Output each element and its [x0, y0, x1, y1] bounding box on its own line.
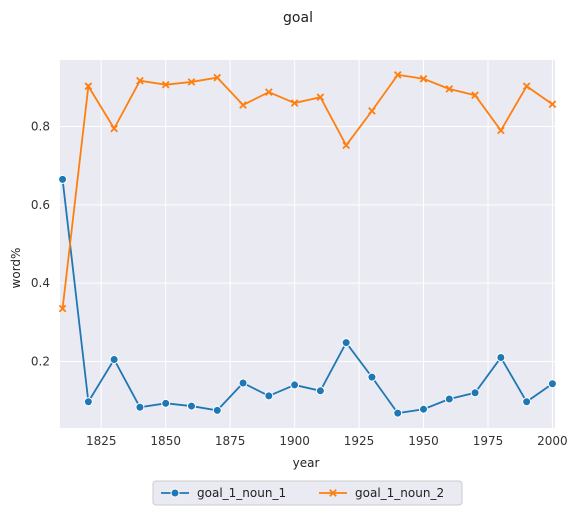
data-point [110, 124, 118, 133]
data-point [136, 76, 144, 85]
data-point [419, 74, 428, 83]
legend-item: goal_1_noun_1 [161, 486, 286, 500]
data-point [368, 107, 376, 115]
data-point [212, 405, 222, 415]
data-point [444, 394, 454, 404]
data-point-stroke [84, 82, 93, 91]
data-point [341, 338, 351, 348]
y-tick-labels: 0.2 0.4 0.6 0.8 [31, 120, 50, 369]
y-tick-label: 0.8 [31, 120, 50, 134]
data-point [522, 397, 532, 407]
data-point [393, 408, 403, 418]
x-tick-label: 2000 [537, 434, 568, 448]
data-point [342, 141, 351, 150]
data-point [316, 93, 325, 102]
data-point-stroke [393, 71, 402, 79]
x-tick-label: 1950 [408, 434, 439, 448]
data-point [83, 397, 93, 407]
y-tick-label: 0.2 [31, 354, 50, 368]
data-point [445, 85, 454, 93]
series-line [61, 73, 553, 309]
x-tick-label: 1825 [86, 434, 117, 448]
y-axis-label: word% [9, 248, 23, 289]
x-tick-label: 1975 [473, 434, 504, 448]
data-point [58, 304, 67, 313]
data-point [109, 354, 119, 364]
x-tick-labels: 1825 1850 1875 1900 1925 1950 1975 2000 [86, 434, 568, 448]
data-point [393, 71, 402, 79]
data-point-stroke [110, 124, 118, 133]
data-point-stroke [471, 91, 479, 100]
data-point [290, 99, 299, 107]
data-point [315, 386, 325, 396]
data-point [186, 401, 196, 411]
data-point [264, 88, 273, 96]
data-point-stroke [497, 126, 505, 135]
data-point [135, 402, 145, 412]
data-point [547, 379, 557, 389]
data-point-stroke [161, 80, 170, 89]
x-tick-label: 1900 [279, 434, 310, 448]
data-point [58, 174, 68, 184]
series-goal_1_noun_1 [58, 174, 557, 418]
data-point [471, 91, 479, 100]
data-point-stroke [342, 141, 351, 150]
data-point [367, 372, 377, 382]
data-point-stroke [136, 76, 144, 85]
data-point-stroke [548, 100, 557, 109]
legend-item: goal_1_noun_2 [319, 486, 444, 500]
data-point-stroke [290, 99, 299, 107]
legend-label: goal_1_noun_2 [355, 486, 444, 500]
data-point-stroke [316, 93, 325, 102]
data-point-stroke [522, 82, 531, 91]
x-tick-label: 1875 [215, 434, 246, 448]
x-tick-label: 1925 [344, 434, 375, 448]
data-point [264, 391, 274, 401]
data-point [548, 100, 557, 109]
data-point [187, 78, 196, 86]
data-point [419, 404, 429, 414]
chart-title: goal [283, 10, 313, 26]
x-tick-label: 1850 [150, 434, 181, 448]
data-point [470, 388, 480, 398]
data-point [239, 101, 247, 109]
data-point-stroke [58, 304, 67, 313]
data-point-stroke [213, 73, 222, 82]
data-point [290, 380, 300, 390]
data-point [84, 82, 93, 91]
legend-box [152, 480, 463, 506]
data-point-stroke [329, 489, 337, 497]
y-tick-label: 0.6 [31, 198, 50, 212]
data-point-stroke [445, 85, 454, 93]
legend-label: goal_1_noun_1 [197, 486, 286, 500]
data-point [213, 73, 222, 82]
data-point [496, 353, 506, 363]
plot-area [60, 60, 555, 428]
grid-lines [60, 60, 555, 428]
series-layer [58, 71, 557, 418]
data-point-stroke [368, 107, 376, 115]
x-axis-label: year [293, 456, 320, 470]
data-point [161, 398, 171, 408]
legend: goal_1_noun_1 goal_1_noun_2 [152, 480, 463, 506]
data-point-stroke [264, 88, 273, 96]
data-point [497, 126, 505, 135]
data-point [161, 80, 170, 89]
data-point [522, 82, 531, 91]
data-point-stroke [187, 78, 196, 86]
data-point-stroke [239, 101, 247, 109]
data-point [329, 489, 337, 497]
data-point-stroke [419, 74, 428, 83]
data-point [238, 378, 248, 388]
y-tick-label: 0.4 [31, 276, 50, 290]
data-point [170, 488, 180, 498]
series-goal_1_noun_2 [58, 71, 557, 313]
